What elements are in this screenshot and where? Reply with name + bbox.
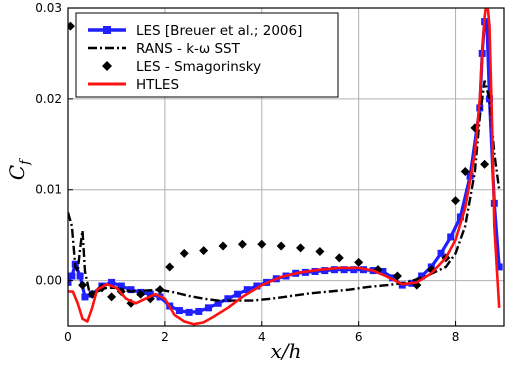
point-les-breuer-42 xyxy=(447,233,455,241)
point-les-breuer-41 xyxy=(437,249,445,257)
point-les-breuer-3 xyxy=(76,272,84,280)
series-line-rans xyxy=(68,80,501,302)
point-les-breuer-48 xyxy=(483,22,491,30)
point-les-breuer-22 xyxy=(253,282,261,290)
point-les-breuer-18 xyxy=(214,299,222,307)
point-les-breuer-32 xyxy=(350,266,358,274)
point-les-smagorinsky-16 xyxy=(276,241,286,251)
point-les-smagorinsky-27 xyxy=(460,167,470,177)
x-tick-label-8: 8 xyxy=(452,330,460,344)
point-les-breuer-17 xyxy=(204,304,212,312)
point-les-breuer-8 xyxy=(117,282,125,290)
x-tick-label-2: 2 xyxy=(161,330,169,344)
y-tick-label-2: 0.02 xyxy=(35,92,62,106)
legend: LES [Breuer et al.; 2006] RANS - k-ω SST… xyxy=(75,12,339,98)
legend-label-les-breuer: LES [Breuer et al.; 2006] xyxy=(136,23,302,39)
legend-item-htles: HTLES xyxy=(88,77,179,93)
point-les-breuer-43 xyxy=(456,213,464,221)
point-les-breuer-16 xyxy=(195,307,203,315)
point-les-breuer-14 xyxy=(175,307,183,315)
point-les-breuer-29 xyxy=(321,267,329,275)
point-les-smagorinsky-11 xyxy=(179,248,189,258)
point-les-breuer-9 xyxy=(127,286,135,294)
point-les-smagorinsky-15 xyxy=(257,239,267,249)
legend-marker-les-breuer xyxy=(103,26,111,34)
plot-frame xyxy=(67,7,505,327)
point-les-smagorinsky-0 xyxy=(68,21,75,31)
point-les-smagorinsky-7 xyxy=(136,289,146,299)
series-line-htles xyxy=(68,8,501,326)
point-les-smagorinsky-19 xyxy=(334,253,344,263)
legend-item-rans: RANS - k-ω SST xyxy=(88,41,241,57)
point-les-breuer-21 xyxy=(243,286,251,294)
point-les-breuer-30 xyxy=(330,266,338,274)
point-les-smagorinsky-20 xyxy=(354,257,364,267)
x-tick-label-6: 6 xyxy=(355,330,363,344)
point-les-breuer-39 xyxy=(418,272,426,280)
legend-label-htles: HTLES xyxy=(136,77,179,93)
series-layer xyxy=(68,8,503,326)
point-les-breuer-35 xyxy=(379,267,387,275)
y-tick-label-3: 0.03 xyxy=(35,1,62,15)
point-les-breuer-36 xyxy=(389,274,397,282)
y-axis-label: Cf xyxy=(5,158,33,180)
point-les-smagorinsky-26 xyxy=(451,196,461,206)
y-tick-label-0: 0.00 xyxy=(35,274,62,288)
x-axis-label: x/h xyxy=(271,339,302,363)
point-les-breuer-11 xyxy=(146,290,154,298)
point-les-breuer-0 xyxy=(68,278,72,286)
point-les-breuer-19 xyxy=(224,295,232,303)
legend-item-les-smagorinsky: LES - Smagorinsky xyxy=(102,59,261,75)
point-les-smagorinsky-17 xyxy=(296,243,306,253)
y-tick-label-1: 0.01 xyxy=(35,183,62,197)
point-les-smagorinsky-4 xyxy=(107,292,117,302)
point-les-breuer-1 xyxy=(68,272,76,280)
legend-box xyxy=(75,12,339,98)
point-les-smagorinsky-14 xyxy=(237,239,247,249)
point-les-smagorinsky-12 xyxy=(199,246,209,256)
series-clip-group xyxy=(68,8,503,326)
point-les-breuer-4 xyxy=(81,293,89,301)
legend-marker-smagorinsky xyxy=(102,61,112,71)
point-les-smagorinsky-22 xyxy=(392,271,402,281)
legend-item-les-breuer: LES [Breuer et al.; 2006] xyxy=(88,23,302,39)
legend-label-les-smagorinsky: LES - Smagorinsky xyxy=(136,59,261,75)
x-tick-label-0: 0 xyxy=(64,330,72,344)
axis-ticks: 0 2 4 6 8 0.00 0.01 0.02 0.03 xyxy=(35,1,459,344)
point-les-smagorinsky-29 xyxy=(480,159,490,169)
point-les-breuer-31 xyxy=(340,266,348,274)
point-les-smagorinsky-1 xyxy=(78,280,88,290)
legend-label-rans: RANS - k-ω SST xyxy=(136,41,241,57)
point-les-smagorinsky-9 xyxy=(155,285,165,295)
point-les-breuer-7 xyxy=(108,278,116,286)
point-les-smagorinsky-13 xyxy=(218,241,228,251)
point-les-breuer-15 xyxy=(185,308,193,316)
point-les-smagorinsky-18 xyxy=(315,246,325,256)
point-les-breuer-20 xyxy=(234,290,242,298)
point-les-smagorinsky-10 xyxy=(165,262,175,272)
x-tick-label-4: 4 xyxy=(258,330,266,344)
point-les-breuer-51 xyxy=(495,263,503,271)
